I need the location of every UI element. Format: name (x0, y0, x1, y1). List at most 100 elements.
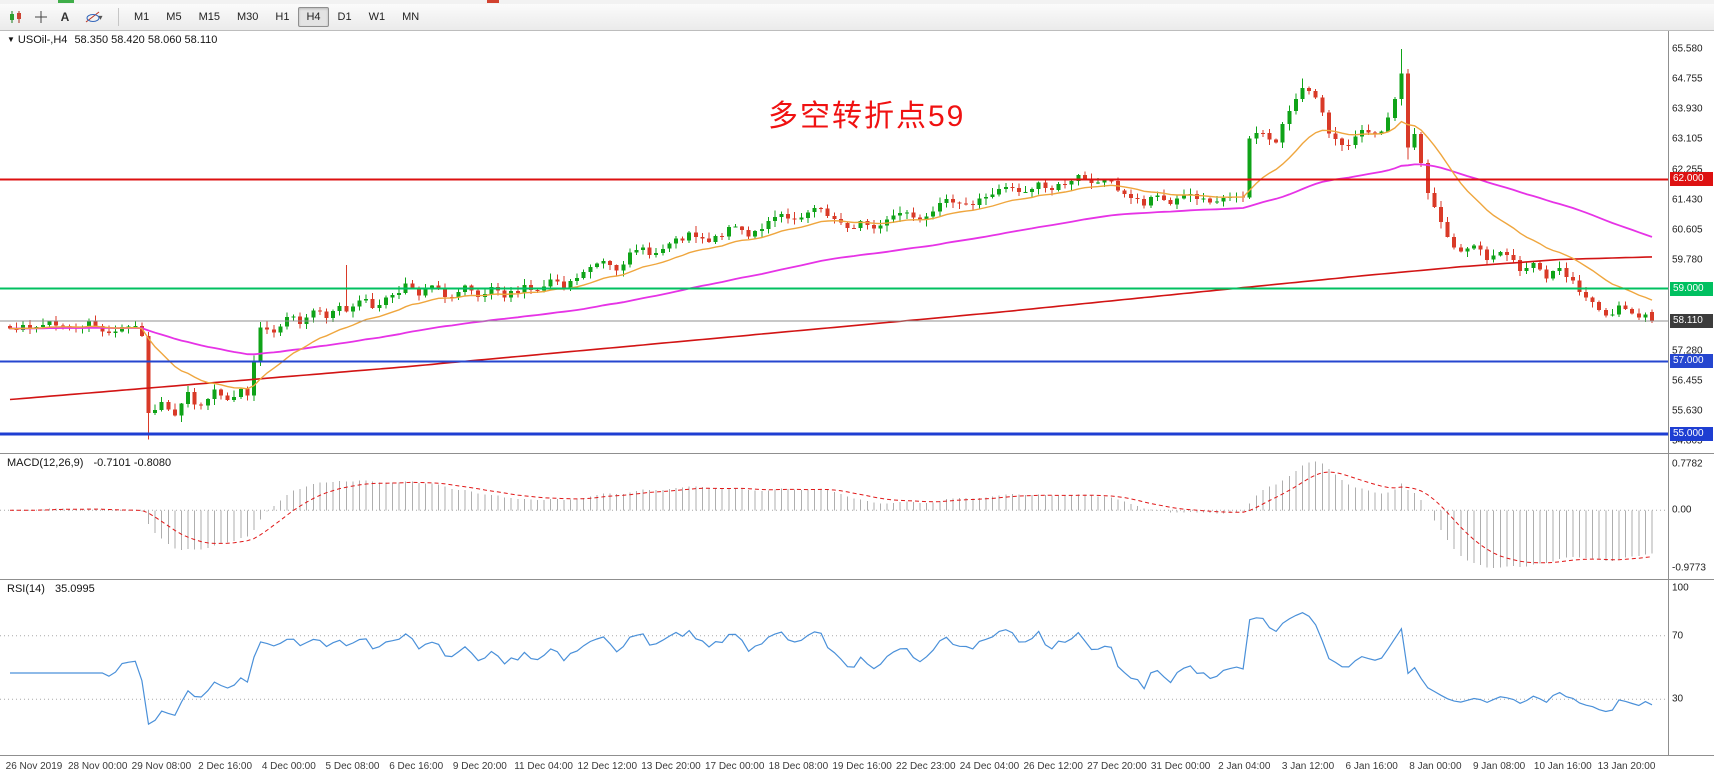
horizontal-line-objects[interactable] (0, 178, 1668, 436)
candlesticks (8, 49, 1654, 440)
time-label: 9 Jan 08:00 (1472, 761, 1526, 772)
time-label: 6 Dec 16:00 (389, 761, 444, 772)
timeframe-button-H4[interactable]: H4 (298, 7, 329, 27)
ohlc-values: 58.350 58.420 58.060 58.110 (74, 34, 218, 46)
rsi-title: RSI(14) (7, 583, 45, 595)
time-label: 8 Jan 00:00 (1409, 761, 1462, 772)
price-label-59.780: 59.780 (1672, 254, 1703, 266)
time-label: 29 Nov 08:00 (131, 761, 192, 772)
macd-axis[interactable]: 0.7782 0.00 -0.9773 (1668, 454, 1714, 579)
crosshair-icon[interactable] (29, 7, 53, 27)
timeframe-button-H1[interactable]: H1 (275, 11, 290, 23)
macd-signal-line (10, 471, 1653, 564)
ma-slow-line (9, 256, 1653, 401)
timeframe-button-MN[interactable]: MN (402, 11, 420, 23)
charts-toolbar: A ▾ M1 M5 M15 M30 H1 H4 D1 W1 MN (0, 4, 1714, 31)
hline-badge-59.000: 59.000 (1670, 281, 1713, 296)
crosshair-icon-glyph (35, 11, 47, 23)
macd-title: MACD(12,26,9) (7, 457, 84, 469)
price-label-65.580: 65.580 (1672, 43, 1703, 55)
macd-label: MACD(12,26,9) -0.7101 -0.8080 (7, 457, 171, 469)
symbol-info: ▼ USOil-,H4 58.350 58.420 58.060 58.110 (7, 34, 217, 46)
timeframe-button-D1[interactable]: D1 (337, 11, 352, 23)
time-label: 13 Jan 20:00 (1597, 761, 1656, 772)
time-label: 2 Jan 04:00 (1218, 761, 1271, 772)
time-label: 11 Dec 04:00 (514, 761, 573, 772)
ma-mid-line (10, 163, 1653, 356)
shapes-icon (86, 11, 100, 23)
hline-badge-55.000: 55.000 (1670, 427, 1713, 442)
price-label-57.280: 57.280 (1672, 345, 1703, 357)
time-label: 12 Dec 12:00 (577, 761, 638, 772)
price-label-54.805: 54.805 (1672, 435, 1703, 447)
text-tool-button[interactable]: A (54, 7, 76, 27)
current-price-badge: 58.110 (1670, 313, 1713, 328)
price-label-60.605: 60.605 (1672, 224, 1703, 236)
time-label: 9 Dec 20:00 (452, 761, 507, 772)
timeframe-button-W1[interactable]: W1 (368, 11, 386, 23)
time-label: 26 Dec 12:00 (1023, 761, 1083, 772)
time-axis[interactable]: 26 Nov 2019 28 Nov 00:00 29 Nov 08:00 2 Dec… (0, 755, 1714, 778)
chart-text-annotation[interactable]: 多空转折点59 (768, 100, 966, 133)
time-label: 27 Dec 20:00 (1087, 761, 1147, 772)
price-label-55.630: 55.630 (1672, 405, 1703, 417)
rsi-label: RSI(14) 35.0995 (7, 583, 95, 595)
rsi-line (10, 612, 1653, 726)
time-label: 13 Dec 20:00 (641, 761, 701, 772)
macd-panel: MACD(12,26,9) -0.7101 -0.8080 0.7782 0.00… (0, 453, 1714, 579)
timeframe-button-M5[interactable]: M5 (166, 11, 182, 23)
macd-histogram (16, 461, 1653, 569)
macd-scale-0.00: 0.00 (1672, 504, 1692, 516)
chart-icon[interactable] (4, 7, 28, 27)
price-axis[interactable]: 65.580 64.755 63.930 63.105 62.255 61.430 60.6… (1668, 31, 1714, 453)
clipped-icon-red (487, 0, 499, 3)
time-label: 18 Dec 08:00 (768, 761, 829, 772)
rsi-plot[interactable] (0, 580, 1668, 755)
time-label: 4 Dec 00:00 (261, 761, 316, 772)
timeframe-group: M1 M5 M15 M30 H1 H4 D1 W1 MN (126, 7, 427, 27)
moving-averages (9, 120, 1653, 401)
time-label: 6 Jan 16:00 (1345, 761, 1398, 772)
rsi-value: 35.0995 (54, 583, 95, 595)
macd-scale--0.9773: -0.9773 (1672, 562, 1706, 574)
time-label: 22 Dec 23:00 (896, 761, 956, 772)
rsi-axis[interactable]: 100 70 30 (1668, 580, 1714, 755)
price-label-62.255: 62.255 (1672, 164, 1703, 176)
time-label: 5 Dec 08:00 (325, 761, 380, 772)
macd-plot[interactable] (0, 454, 1668, 579)
time-label: 19 Dec 16:00 (832, 761, 892, 772)
price-label-63.930: 63.930 (1672, 103, 1703, 115)
rsi-scale-100: 100 (1672, 582, 1689, 594)
macd-scale-0.7782: 0.7782 (1672, 458, 1703, 470)
time-label: 2 Dec 16:00 (198, 761, 253, 772)
chevron-down-icon: ▾ (98, 12, 103, 22)
clipped-toolbar-row (0, 0, 1714, 4)
rsi-scale-70: 70 (1672, 630, 1684, 642)
symbol-label: USOil-,H4 (17, 34, 68, 46)
rsi-panel: RSI(14) 35.0995 100 70 30 (0, 579, 1714, 755)
time-label: 31 Dec 00:00 (1150, 761, 1211, 772)
collapse-arrow-icon[interactable]: ▼ (7, 35, 15, 44)
chart-icon-glyph (10, 11, 21, 23)
price-label-63.105: 63.105 (1672, 133, 1703, 145)
hline-badge-62.000: 62.000 (1670, 172, 1713, 187)
time-label: 26 Nov 2019 (5, 761, 63, 772)
timeframe-button-M15[interactable]: M15 (198, 11, 220, 23)
rsi-scale-30: 30 (1672, 693, 1684, 705)
ma-fast-line (9, 120, 1653, 390)
time-label: 24 Dec 04:00 (959, 761, 1020, 772)
timeframe-button-M30[interactable]: M30 (236, 11, 259, 23)
shapes-tool-button[interactable]: ▾ (77, 7, 111, 27)
macd-values: -0.7101 -0.8080 (93, 457, 172, 469)
clipped-icon-green (58, 0, 74, 3)
price-plot[interactable] (0, 31, 1668, 453)
time-label: 10 Jan 16:00 (1533, 761, 1592, 772)
timeframe-button-M1[interactable]: M1 (134, 11, 150, 23)
hline-badge-57.000: 57.000 (1670, 354, 1713, 369)
price-label-56.455: 56.455 (1672, 375, 1703, 387)
toolbar-separator (118, 8, 119, 26)
main-chart-panel: ▼ USOil-,H4 58.350 58.420 58.060 58.110 多空… (0, 31, 1714, 453)
time-label: 17 Dec 00:00 (704, 761, 765, 772)
time-label: 28 Nov 00:00 (67, 761, 128, 772)
